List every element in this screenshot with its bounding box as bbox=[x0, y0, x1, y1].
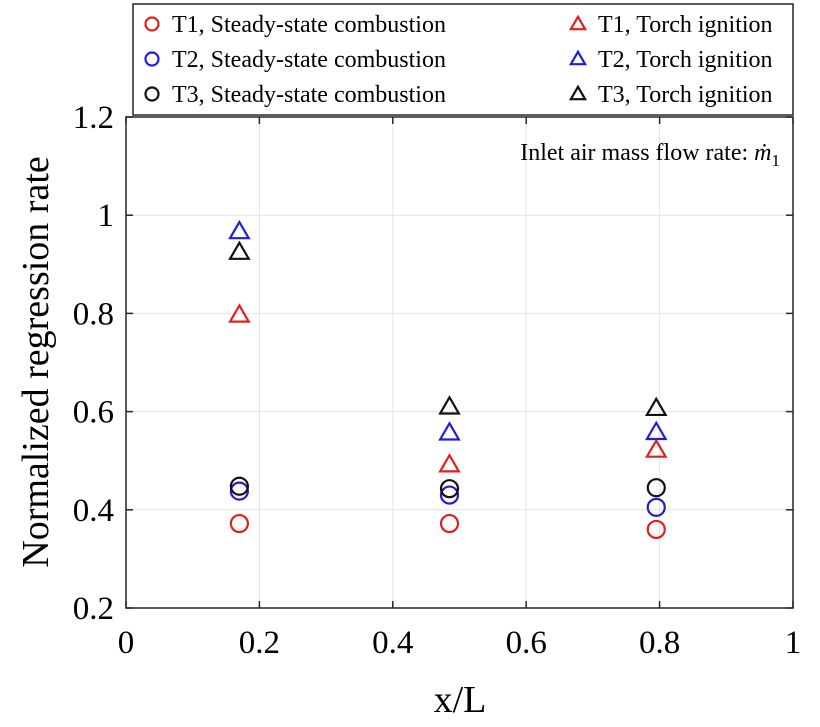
series-2 bbox=[229, 481, 666, 517]
series-3 bbox=[229, 476, 666, 499]
x-axis-ticks: 0 0.2 0.4 0.6 0.8 1 bbox=[118, 117, 802, 661]
grid bbox=[126, 117, 793, 608]
legend-marker bbox=[144, 16, 160, 32]
legend-entry: T3, Torch ignition bbox=[568, 82, 773, 108]
circle-marker bbox=[439, 513, 460, 534]
y-tick-label: 0.8 bbox=[73, 296, 114, 332]
y-tick-label: 0.4 bbox=[73, 493, 114, 529]
annotation-symbol: ṁ bbox=[754, 140, 771, 166]
annotation-label: Inlet air mass flow rate: bbox=[520, 140, 754, 166]
triangle-marker bbox=[645, 438, 668, 458]
legend-marker bbox=[568, 14, 588, 31]
legend-marker bbox=[144, 51, 160, 67]
plot-frame bbox=[125, 116, 794, 609]
annotation-subscript: 1 bbox=[772, 151, 781, 170]
legend-entry: T1, Torch ignition bbox=[568, 12, 773, 38]
y-axis-title: Normalized regression rate bbox=[15, 156, 57, 568]
legend-label: T2, Torch ignition bbox=[598, 47, 773, 73]
circle-marker bbox=[439, 485, 460, 505]
legend-marker bbox=[568, 84, 588, 101]
legend-entry: T2, Torch ignition bbox=[568, 47, 773, 73]
flow-rate-annotation: Inlet air mass flow rate: ṁ1 bbox=[520, 140, 780, 170]
series-4 bbox=[228, 303, 668, 473]
circle-marker bbox=[439, 479, 460, 499]
x-tick-label: 0.4 bbox=[372, 625, 413, 661]
x-tick-label: 0 bbox=[118, 625, 135, 661]
triangle-marker bbox=[438, 421, 461, 441]
circle-marker bbox=[646, 478, 666, 498]
triangle-marker bbox=[438, 453, 461, 473]
circle-marker bbox=[229, 513, 249, 534]
legend-label: T2, Steady-state combustion bbox=[172, 47, 446, 73]
x-tick-label: 0.6 bbox=[506, 625, 547, 661]
circle-marker bbox=[229, 476, 249, 496]
legend-label: T3, Steady-state combustion bbox=[172, 82, 446, 108]
legend-label: T1, Steady-state combustion bbox=[172, 12, 446, 38]
y-axis-ticks: 0.2 0.4 0.6 0.8 1 1.2 bbox=[73, 100, 793, 627]
x-tick-label: 0.8 bbox=[639, 625, 680, 661]
y-tick-label: 0.2 bbox=[73, 591, 114, 627]
series-6 bbox=[228, 240, 668, 417]
y-tick-label: 1.2 bbox=[73, 100, 114, 136]
legend-entry: T3, Steady-state combustion bbox=[144, 82, 446, 108]
y-tick-label: 1 bbox=[98, 198, 115, 234]
legend-entry: T2, Steady-state combustion bbox=[144, 47, 446, 73]
circle-marker bbox=[646, 519, 666, 540]
legend-label: T1, Torch ignition bbox=[598, 12, 773, 38]
data-markers bbox=[228, 219, 668, 540]
series-5 bbox=[228, 219, 668, 441]
triangle-marker bbox=[645, 396, 668, 417]
triangle-marker bbox=[645, 420, 668, 441]
y-tick-label: 0.6 bbox=[73, 395, 114, 431]
x-tick-label: 1 bbox=[785, 625, 802, 661]
legend-label: T3, Torch ignition bbox=[598, 82, 773, 108]
x-tick-label: 0.2 bbox=[239, 625, 280, 661]
series-1 bbox=[229, 513, 666, 540]
legend-marker bbox=[568, 49, 588, 66]
legend-box bbox=[132, 3, 794, 116]
triangle-marker bbox=[228, 303, 251, 323]
x-axis-title: x/L bbox=[434, 679, 487, 721]
circle-marker bbox=[646, 497, 666, 517]
legend: T1, Steady-state combustion T2, Steady-st… bbox=[144, 12, 773, 108]
legend-marker bbox=[144, 86, 160, 102]
triangle-marker bbox=[438, 395, 461, 415]
triangle-marker bbox=[228, 219, 251, 240]
circle-marker bbox=[229, 481, 249, 501]
triangle-marker bbox=[228, 240, 251, 260]
legend-entry: T1, Steady-state combustion bbox=[144, 12, 446, 38]
